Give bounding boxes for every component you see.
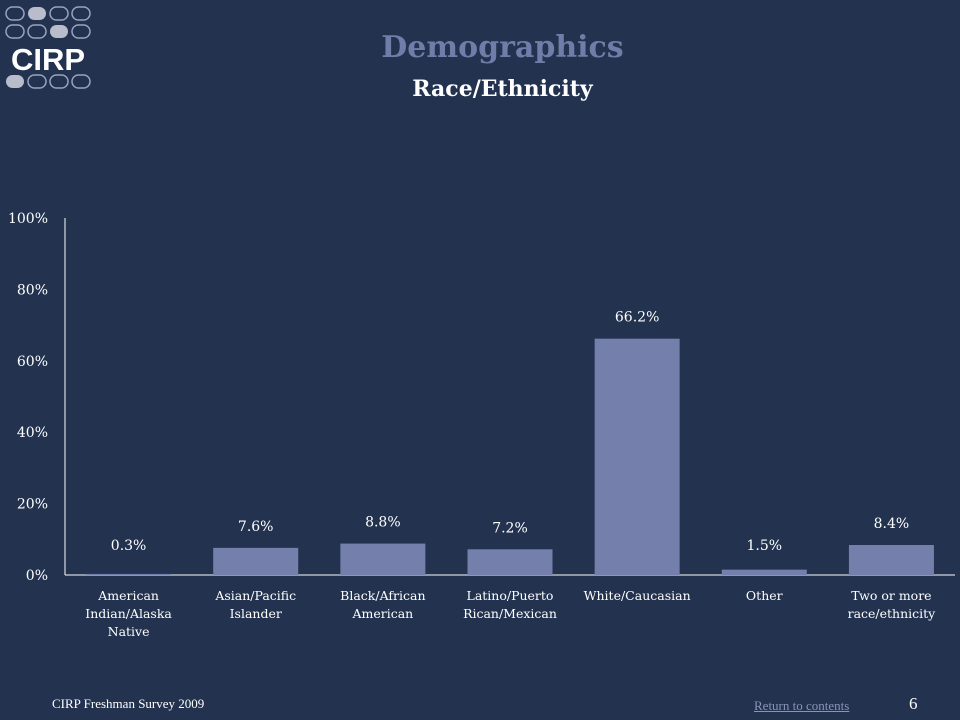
y-tick-label: 80% bbox=[17, 282, 48, 298]
cirp-logo: CIRP bbox=[5, 6, 91, 89]
x-tick-label: Other bbox=[746, 588, 783, 603]
y-tick-label: 100% bbox=[8, 211, 48, 227]
bar-chart: 0% 20% 40% 60% 80% 100% 0.3% American Indian/Ala… bbox=[8, 211, 955, 639]
data-label: 8.8% bbox=[365, 515, 401, 531]
bar bbox=[213, 547, 299, 575]
logo-pill-grid bbox=[5, 6, 91, 89]
y-tick-label: 20% bbox=[17, 497, 48, 513]
bar bbox=[340, 543, 426, 575]
x-tick-label: White/Caucasian bbox=[584, 588, 691, 603]
x-tick-label: Rican/Mexican bbox=[463, 606, 557, 621]
y-tick-label: 0% bbox=[26, 568, 48, 584]
data-label: 0.3% bbox=[111, 538, 147, 554]
x-tick-label: Indian/Alaska bbox=[85, 606, 172, 621]
x-tick-label: Latino/Puerto bbox=[467, 588, 554, 603]
return-to-contents-link[interactable]: Return to contents bbox=[754, 698, 850, 713]
bar bbox=[721, 569, 807, 575]
survey-caption: CIRP Freshman Survey 2009 bbox=[52, 696, 205, 711]
x-tick-label: Two or more bbox=[851, 588, 931, 603]
x-tick-label: American bbox=[97, 588, 159, 603]
bar bbox=[848, 545, 934, 575]
x-tick-label: Black/African bbox=[340, 588, 425, 603]
y-tick-label: 60% bbox=[17, 354, 48, 370]
x-tick-label: Native bbox=[108, 624, 150, 639]
bar bbox=[594, 338, 680, 575]
page-title: Demographics bbox=[381, 30, 624, 65]
x-tick-label: Asian/Pacific bbox=[214, 588, 296, 603]
x-tick-label: race/ethnicity bbox=[848, 606, 937, 621]
data-label: 7.6% bbox=[238, 519, 274, 535]
data-label: 7.2% bbox=[492, 520, 528, 536]
bar bbox=[86, 573, 172, 575]
data-label: 1.5% bbox=[746, 538, 782, 554]
x-tick-label: American bbox=[351, 606, 413, 621]
data-label: 66.2% bbox=[615, 310, 659, 326]
logo-text: CIRP bbox=[11, 42, 85, 77]
page-number: 6 bbox=[909, 694, 918, 713]
y-tick-label: 40% bbox=[17, 425, 48, 441]
data-label: 8.4% bbox=[874, 516, 910, 532]
x-tick-label: Islander bbox=[230, 606, 282, 621]
page-subtitle: Race/Ethnicity bbox=[412, 76, 593, 102]
bar bbox=[467, 549, 553, 575]
